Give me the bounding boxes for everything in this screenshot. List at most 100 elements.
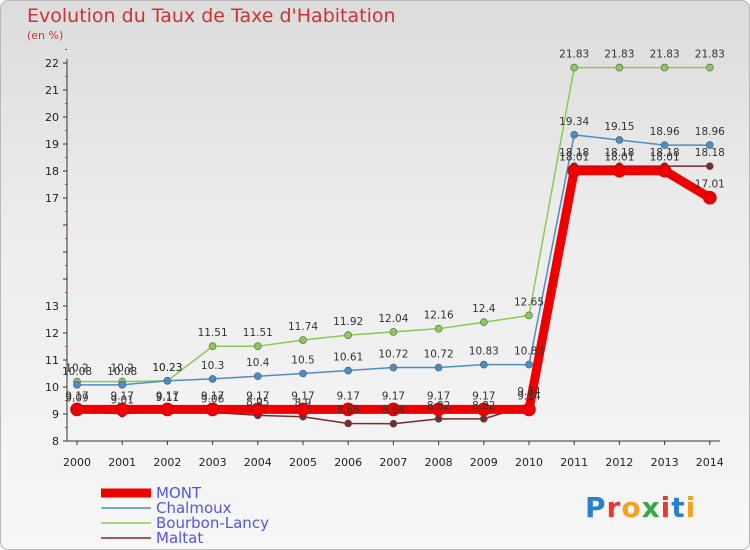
data-point: [705, 141, 714, 149]
data-label: 21.83: [604, 49, 634, 61]
x-tick-label: 2007: [379, 456, 407, 469]
data-label: 17.01: [695, 179, 725, 191]
data-point: [476, 402, 491, 417]
data-label: 18.96: [650, 126, 680, 138]
data-label: 9.17: [246, 390, 269, 402]
data-label: 18.18: [695, 147, 725, 159]
data-label: 9.11: [156, 392, 179, 404]
data-point: [205, 402, 220, 417]
data-label: 8.9: [295, 398, 312, 410]
data-label: 18.18: [559, 147, 589, 159]
data-point: [299, 336, 307, 344]
data-label: 11.74: [288, 321, 318, 333]
x-tick-label: 2011: [560, 456, 588, 469]
data-label: 9.17: [201, 390, 224, 402]
data-label: 10.23: [152, 362, 182, 374]
data-point: [344, 331, 353, 339]
data-point: [612, 163, 627, 178]
data-point: [479, 318, 488, 327]
data-point: [434, 324, 443, 333]
y-tick-label: 17: [45, 192, 59, 205]
data-label: 9.17: [472, 390, 495, 402]
chart-subtitle: (en %): [27, 29, 64, 42]
data-label: 9.17: [337, 390, 360, 402]
data-label: 12.65: [514, 296, 544, 308]
data-label: 8.65: [337, 404, 360, 416]
data-label: 19.15: [604, 121, 634, 133]
data-point: [660, 63, 669, 72]
data-point: [160, 402, 175, 417]
y-tick-label: 21: [45, 84, 59, 97]
data-label: 8.82: [427, 400, 450, 412]
data-label: 9.17: [111, 390, 134, 402]
x-tick-label: 2000: [63, 456, 91, 469]
data-point: [479, 360, 488, 369]
x-tick-label: 2002: [153, 456, 181, 469]
data-label: 9.17: [65, 390, 88, 402]
data-point: [525, 311, 533, 320]
data-label: 21.83: [650, 49, 680, 61]
data-point: [522, 402, 536, 417]
data-label: 10.83: [514, 346, 544, 358]
data-label: 8.64: [382, 405, 406, 417]
data-point: [431, 402, 446, 417]
legend-label-maltat: Maltat: [156, 529, 203, 547]
data-point: [296, 402, 310, 417]
data-point: [253, 342, 262, 351]
data-label: 11.51: [198, 327, 228, 339]
data-point: [702, 190, 717, 205]
data-point: [657, 163, 672, 178]
data-label: 10.4: [246, 357, 270, 369]
data-point: [389, 363, 398, 372]
y-tick-label: 12: [45, 327, 59, 340]
data-label: 10.2: [111, 363, 134, 375]
data-point: [118, 381, 126, 389]
data-label: 10.23: [152, 362, 182, 374]
data-label: 12.4: [472, 303, 496, 315]
data-point: [70, 402, 84, 417]
data-label: 21.83: [695, 49, 725, 61]
chart-title: Evolution du Taux de Taxe d'Habitation: [27, 5, 396, 27]
data-label: 10.72: [424, 349, 454, 361]
data-label: 11.92: [333, 316, 363, 328]
data-point: [705, 63, 714, 72]
y-tick-label: 11: [45, 354, 59, 367]
data-label: 10.61: [333, 352, 363, 364]
data-point: [163, 376, 172, 385]
legend-label-mont: MONT: [156, 484, 202, 502]
x-tick-label: 2008: [425, 456, 453, 469]
data-point: [570, 131, 579, 139]
legend-label-chalmoux: Chalmoux: [156, 499, 232, 517]
data-point: [253, 372, 262, 381]
data-label: 10.72: [378, 349, 408, 361]
data-label: 12.04: [378, 313, 408, 325]
data-label: 9.34: [517, 386, 541, 398]
data-point: [389, 328, 398, 336]
data-label: 9.17: [427, 390, 450, 402]
x-tick-label: 2010: [515, 456, 543, 469]
proxiti-logo: Proxiti: [585, 491, 697, 524]
y-tick-label: 22: [45, 57, 59, 70]
data-label: 18.96: [695, 126, 725, 138]
x-tick-label: 2004: [244, 456, 272, 469]
y-tick-label: 19: [45, 138, 59, 151]
data-label: 8.82: [472, 400, 495, 412]
data-point: [570, 63, 579, 72]
data-label: 10.5: [291, 355, 314, 367]
x-tick-label: 2003: [199, 456, 227, 469]
x-tick-label: 2009: [470, 456, 498, 469]
legend-label-bourbon-lancy: Bourbon-Lancy: [156, 514, 269, 532]
data-label: 10.2: [65, 363, 88, 375]
data-point: [115, 402, 129, 417]
data-label: 18.18: [650, 147, 680, 159]
data-label: 9.17: [156, 390, 179, 402]
data-label: 18.01: [604, 152, 634, 164]
data-label: 12.16: [424, 310, 454, 322]
data-label: 10.83: [469, 346, 499, 358]
x-tick-label: 2012: [605, 456, 633, 469]
data-label: 11.51: [243, 327, 273, 339]
data-label: 9.17: [382, 390, 405, 402]
data-label: 9.14: [517, 390, 541, 402]
data-label: 8.95: [246, 396, 269, 408]
data-label: 9.09: [65, 393, 88, 405]
